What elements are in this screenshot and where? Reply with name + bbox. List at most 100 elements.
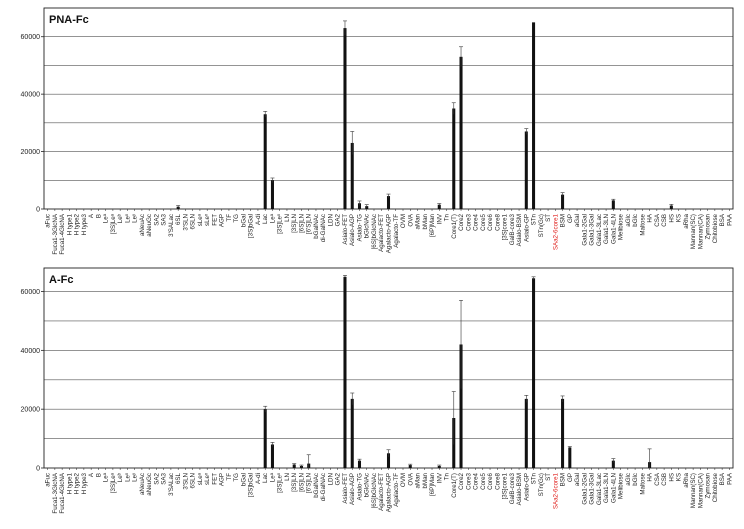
x-tick-label: Agalacto-FET [378,473,385,511]
x-tick-label: sLeᵃ [197,213,204,226]
bar [350,398,354,468]
x-tick-label: Leᵃ [103,213,110,223]
bar [524,131,528,209]
x-tick-label: PAA [726,472,733,485]
bar [532,22,536,209]
bar [343,28,347,209]
pna-fc-panel: 0 20000 40000 60000 PNA-Fc aFuc Fuca1-3GlcNA Fu… [21,7,734,255]
x-tick-label: H type1 [66,472,73,494]
x-tick-label: Gala1-3Lac [596,473,603,505]
x-tick-label: Fuca1-4GlcNA [59,472,66,513]
x-tick-label: bGal [240,473,247,486]
x-tick-label: Maltose [639,213,646,235]
x-tick-label: Core8 [494,472,501,489]
x-tick-label: 3'SLN [182,473,189,490]
x-tick-label: 6SLN [190,473,197,488]
x-tick-label: Agalacto-TF [393,473,400,507]
bar [263,409,267,468]
bar [357,460,362,468]
x-tick-label: SA2 [153,472,160,484]
x-tick-label: A [88,213,95,218]
x-tick-label: OVM [400,214,407,228]
x-tick-label: [3S]bGal [248,473,255,497]
y-tick-label: 0 [36,466,40,473]
x-tick-label: INV [436,213,443,224]
x-tick-label: STn [531,472,538,484]
x-tick-label: Leˣ [124,472,131,482]
x-tick-label: TG [233,214,240,223]
bar [459,56,463,209]
bar [386,196,391,209]
x-tick-label: aGlc [625,473,632,486]
x-tick-label: GalB-core3 [509,472,516,504]
x-tick-label: Agalacto-FET [378,214,385,252]
x-tick-label: Fuca1-3GlcNA [52,472,59,513]
x-tick-label: AGP [219,473,226,486]
x-tick-label: CSA [654,472,661,486]
x-tick-label: H type3 [81,472,88,494]
bar [452,108,456,209]
x-tick-label: A [88,472,95,477]
x-tick-label: BSM [560,214,567,227]
x-tick-label: Gala1-3Gal [589,473,596,505]
x-tick-label: Asialo-BSM [516,473,523,505]
x-tick-label: Core4 [473,213,480,230]
x-tick-label: di-GalNAc [320,473,327,501]
x-tick-label: Core3 [465,472,472,489]
x-tick-label: aMan [415,472,422,488]
chart-title: A-Fc [49,274,73,286]
x-tick-label: PAA [726,213,733,226]
x-tick-label: Leʸ [132,472,139,482]
bar [299,465,303,468]
a-fc-panel: 0 20000 40000 60000 A-Fc aFuc Fuca1-3GlcNA Fuca… [21,267,734,514]
y-tick-label: 60000 [21,34,41,41]
x-tick-label: sLeˣ [204,213,211,226]
x-tick-label: SAa2-6core1 [552,213,559,250]
bar [408,465,412,468]
x-tick-label: Gala1-2Gal [581,214,588,246]
x-tick-label: A-di [255,214,262,225]
x-tick-label: Asialo-BSM [516,214,523,246]
x-tick-label: [6S]bGlcNAc [371,214,378,249]
x-tick-label: LN [284,473,291,481]
x-tick-label: Leᵇ [117,213,124,223]
x-tick-label: bGal [240,214,247,227]
bar [437,204,441,209]
bar [292,464,296,468]
x-tick-label: Leᵇ [117,472,124,482]
x-tick-label: Leˣ [124,213,131,223]
x-tick-label: 6SL [175,472,182,484]
bar [611,460,615,468]
x-tick-label: Chitobiose [712,213,719,243]
bar [611,200,615,209]
x-tick-label: Mannan(CA) [697,473,704,508]
x-tick-label: Asialo-GP [523,214,530,242]
x-tick-label: 3'SLN [182,214,189,231]
x-tick-label: HS [668,214,675,223]
y-tick-label: 40000 [21,92,41,99]
x-tick-label: bMan [422,472,429,488]
x-tick-label: GP [567,214,574,223]
x-tick-label: FET [211,214,218,226]
x-tick-label: Zymosan [705,472,712,498]
x-tick-label: KS [676,473,683,481]
x-tick-label: Mannan(CA) [697,214,704,249]
x-tick-label: Zymosan [705,213,712,239]
x-tick-label: AGP [219,214,226,227]
x-tick-label: Lac [262,473,269,483]
bar [561,398,565,468]
x-tick-label: [3S]Leˣ [277,213,284,234]
x-tick-label: Fuca1-4GlcNA [59,213,66,254]
bar [343,276,347,468]
x-tick-label: [6'S]LN [306,214,313,234]
x-tick-label: SA3 [161,213,168,225]
x-tick-label: Gala1-2Gal [581,473,588,505]
bar [437,465,441,468]
x-tick-label: GP [567,473,574,482]
x-tick-label: GA2 [335,472,342,485]
y-tick-label: 60000 [21,289,41,296]
x-tick-label: GalB-core3 [509,213,516,245]
x-tick-label: bMan [422,213,429,229]
x-tick-label: Core1(T) [451,473,458,498]
